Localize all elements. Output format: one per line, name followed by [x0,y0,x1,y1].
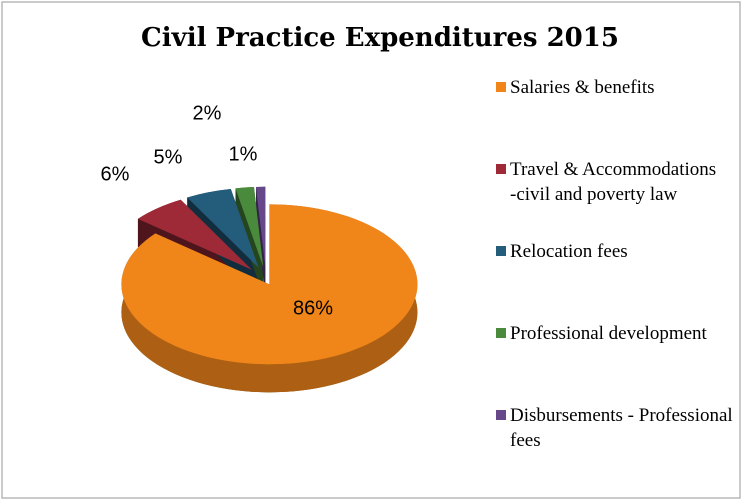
legend-line: Professional development [510,323,708,344]
legend-label: Travel & Accommodations -civil and povert… [510,159,716,205]
legend-line: fees [510,430,541,451]
value-label: 1% [229,143,258,165]
slice [235,187,264,267]
legend-label: Disbursements - Professional fees [510,405,733,451]
legend-line: -civil and poverty law [510,184,678,205]
legend-label: Relocation fees [510,241,628,262]
value-label: 86% [293,297,333,319]
value-label: 2% [193,102,222,124]
chart-title: Civil Practice Expenditures 2015 [141,23,619,53]
slice [121,204,418,365]
legend-label: Professional development [510,323,708,344]
legend-line: Salaries & benefits [510,77,655,98]
legend-swatch [496,328,506,338]
legend-line: Relocation fees [510,241,628,262]
pie [121,186,418,393]
value-label: 6% [101,163,130,185]
legend-swatch [496,410,506,420]
slice-edge [256,186,266,295]
legend-swatch [496,246,506,256]
legend-label: Salaries & benefits [510,77,655,98]
legend-swatch [496,164,506,174]
legend-line: Travel & Accommodations [510,159,716,180]
slice [256,186,266,267]
slice [187,188,259,268]
value-label: 5% [154,146,183,168]
legend-line: Disbursements - Professional [510,405,733,426]
legend-swatch [496,82,506,92]
slice [137,199,252,270]
